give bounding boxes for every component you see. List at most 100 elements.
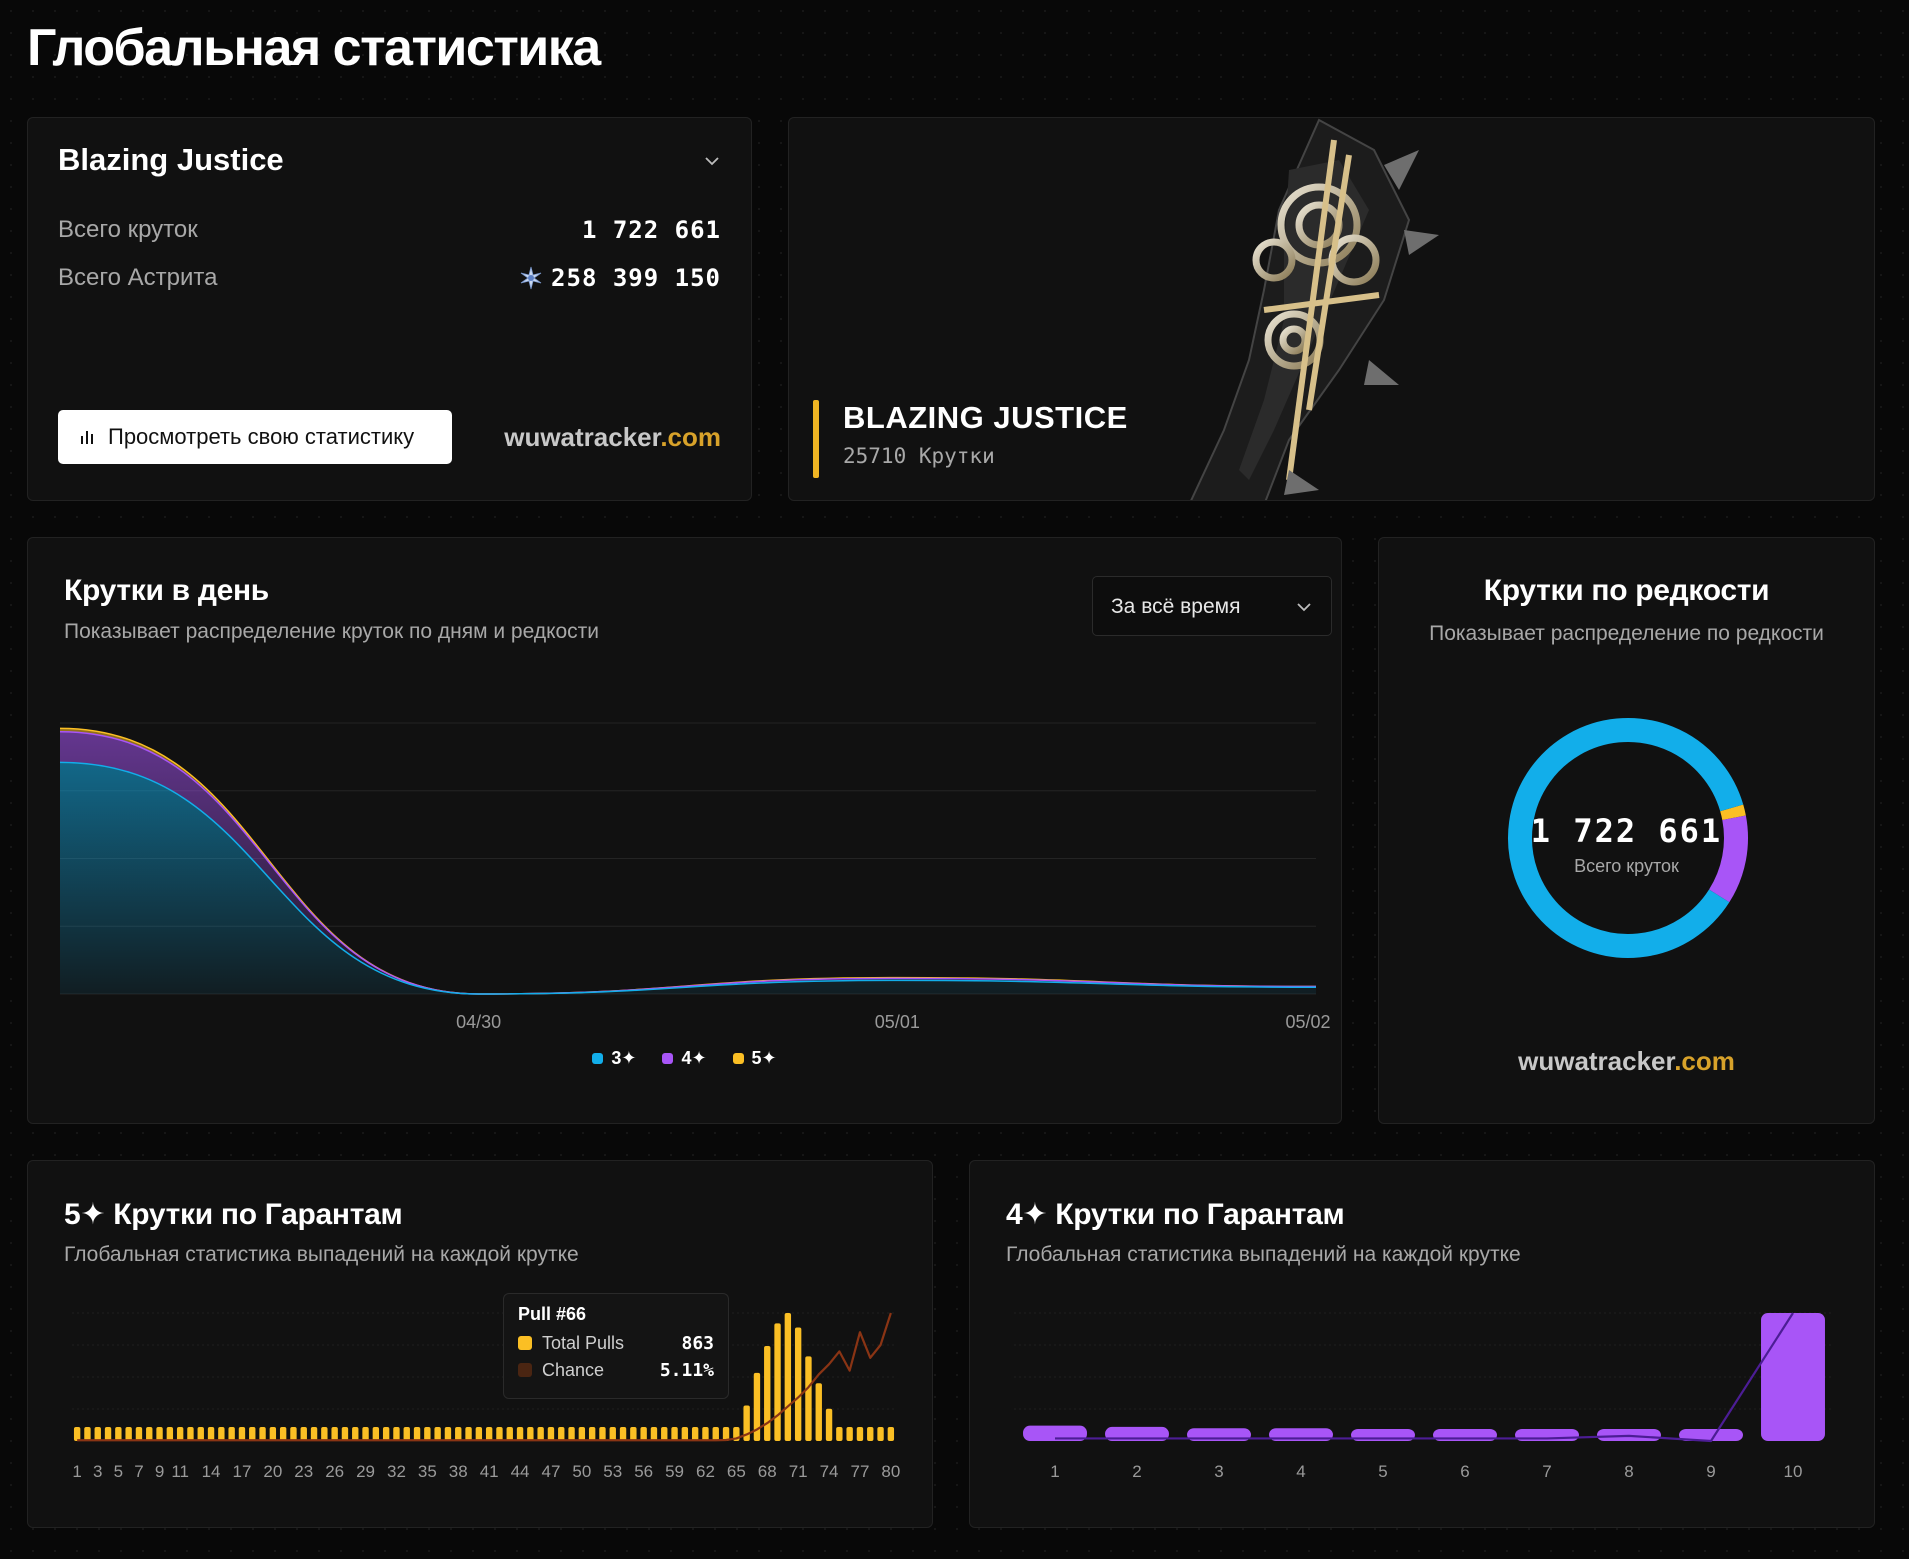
view-my-stats-button[interactable]: Просмотреть свою статистику <box>58 410 452 464</box>
tooltip-pulls-row: Total Pulls 863 <box>518 1333 714 1360</box>
bar-59 <box>671 1427 678 1441</box>
bar-17 <box>238 1427 246 1441</box>
pity5-subtitle: Глобальная статистика выпадений на каждо… <box>64 1243 579 1266</box>
pity4-subtitle: Глобальная статистика выпадений на каждо… <box>1006 1243 1521 1266</box>
bar-7 <box>135 1427 143 1441</box>
pity5-card: 5✦ Крутки по Гарантам Глобальная статист… <box>27 1160 933 1528</box>
bar-20 <box>269 1427 277 1441</box>
bar-43 <box>506 1427 513 1441</box>
bar-74 <box>825 1408 833 1441</box>
tooltip-title: Pull #66 <box>518 1304 587 1324</box>
time-range-value: За всё время <box>1111 595 1241 618</box>
brand-logo[interactable]: wuwatracker.com <box>1379 1046 1874 1077</box>
bar-73 <box>815 1383 822 1441</box>
bar-57 <box>650 1427 658 1441</box>
x-tick-label: 05/01 <box>875 1012 920 1032</box>
bar-35 <box>424 1427 431 1441</box>
x-tick-label: 20 <box>263 1462 282 1481</box>
pity5-bar-chart: 1 3 5 7 9 11 14 17 20 23 26 29 32 35 38 41 44 47 50 53 56 59 6… <box>72 1312 900 1481</box>
x-tick-label: 1 <box>1050 1462 1059 1481</box>
featured-accent-bar <box>813 400 819 478</box>
featured-card: BLAZING JUSTICE 25710 Крутки <box>788 117 1875 501</box>
bar-48 <box>558 1427 565 1441</box>
x-tick-label: 6 <box>1460 1462 1469 1481</box>
bar-25 <box>321 1427 328 1441</box>
legend-item[interactable]: 4✦ <box>662 1048 707 1069</box>
x-tick-label: 74 <box>820 1462 839 1481</box>
bar-8 <box>146 1427 153 1441</box>
bar-4 <box>104 1427 112 1441</box>
x-tick-label: 68 <box>758 1462 777 1481</box>
x-tick-label: 04/30 <box>456 1012 501 1032</box>
bar-55 <box>630 1427 637 1441</box>
pity5-title: 5✦ Крутки по Гарантам <box>64 1198 403 1231</box>
x-tick-label: 7 <box>1542 1462 1551 1481</box>
bar-40 <box>475 1427 483 1441</box>
bar-50 <box>578 1427 586 1441</box>
x-tick-label: 38 <box>449 1462 468 1481</box>
bar-75 <box>836 1427 843 1441</box>
donut-center-value: 1 722 661 <box>1530 812 1723 850</box>
total-astrite-row: Всего Астрита 258 399 150 <box>58 264 721 298</box>
legend-label: 3✦ <box>611 1048 637 1068</box>
banner-select[interactable]: Blazing Justice <box>58 142 721 182</box>
pulls-per-day-title: Крутки в день <box>64 574 269 607</box>
total-astrite-wrap: 258 399 150 <box>519 264 721 292</box>
bar-67 <box>753 1372 761 1441</box>
total-astrite-value: 258 399 150 <box>551 264 721 292</box>
bar-10 <box>166 1427 174 1441</box>
rarity-donut-chart <box>1508 718 1748 958</box>
bar-32 <box>393 1427 400 1441</box>
x-tick-label: 10 <box>1784 1462 1803 1481</box>
x-tick-label: 3 <box>1214 1462 1223 1481</box>
x-tick-label: 29 <box>356 1462 375 1481</box>
donut-slice-5-star <box>1720 804 1746 821</box>
x-tick-label: 41 <box>480 1462 499 1481</box>
area-0-star-fill <box>60 762 1316 994</box>
x-tick-label: 59 <box>665 1462 684 1481</box>
bar-46 <box>537 1427 544 1441</box>
x-tick-label: 7 <box>134 1462 143 1481</box>
x-tick-label: 50 <box>572 1462 591 1481</box>
brand-logo[interactable]: wuwatracker.com <box>504 422 721 453</box>
total-pulls-value: 1 722 661 <box>581 216 721 244</box>
bar-80 <box>887 1427 895 1441</box>
x-tick-label: 11 <box>171 1462 189 1481</box>
brand-main: wuwatracker <box>504 422 661 452</box>
bar-34 <box>413 1427 421 1441</box>
banner-summary-card: Blazing Justice Всего круток 1 722 661 В… <box>27 117 752 501</box>
bar-76 <box>846 1427 853 1441</box>
time-range-select[interactable]: За всё время <box>1092 576 1332 636</box>
legend-label: 4✦ <box>681 1048 707 1068</box>
tooltip-chance-label: Chance <box>542 1360 605 1380</box>
bar-39 <box>465 1427 472 1441</box>
bar-42 <box>496 1427 503 1441</box>
x-tick-label: 77 <box>850 1462 869 1481</box>
x-tick-label: 14 <box>202 1462 221 1481</box>
view-my-stats-label: Просмотреть свою статистику <box>108 424 415 449</box>
legend-swatch <box>732 1053 744 1064</box>
x-tick-label: 1 <box>72 1462 81 1481</box>
bar-78 <box>867 1427 874 1441</box>
x-tick-label: 71 <box>789 1462 808 1481</box>
daily-area-chart: 04/30 05/01 05/02 <box>59 722 1331 1032</box>
rarity-card: Крутки по редкости Показывает распределе… <box>1378 537 1875 1124</box>
legend-item[interactable]: 5✦ <box>732 1048 777 1069</box>
bar-22 <box>290 1427 297 1441</box>
x-tick-label: 3 <box>93 1462 102 1481</box>
x-tick-label: 32 <box>387 1462 406 1481</box>
rarity-subtitle: Показывает распределение по редкости <box>1429 622 1824 645</box>
bar-72 <box>805 1356 812 1441</box>
bar-47 <box>547 1427 555 1441</box>
chevron-down-icon <box>705 157 719 166</box>
bar-38 <box>455 1427 462 1441</box>
legend-label: 5✦ <box>751 1048 777 1068</box>
bar-51 <box>588 1427 596 1441</box>
bar-5 <box>115 1427 122 1441</box>
x-tick-label: 4 <box>1296 1462 1305 1481</box>
legend-item[interactable]: 3✦ <box>592 1048 636 1069</box>
tooltip-chance-value: 5.11% <box>659 1360 714 1381</box>
pulls-swatch <box>518 1336 532 1350</box>
bar-66 <box>743 1405 750 1441</box>
daily-legend: 3✦ 4✦ 5✦ <box>28 1048 1341 1069</box>
